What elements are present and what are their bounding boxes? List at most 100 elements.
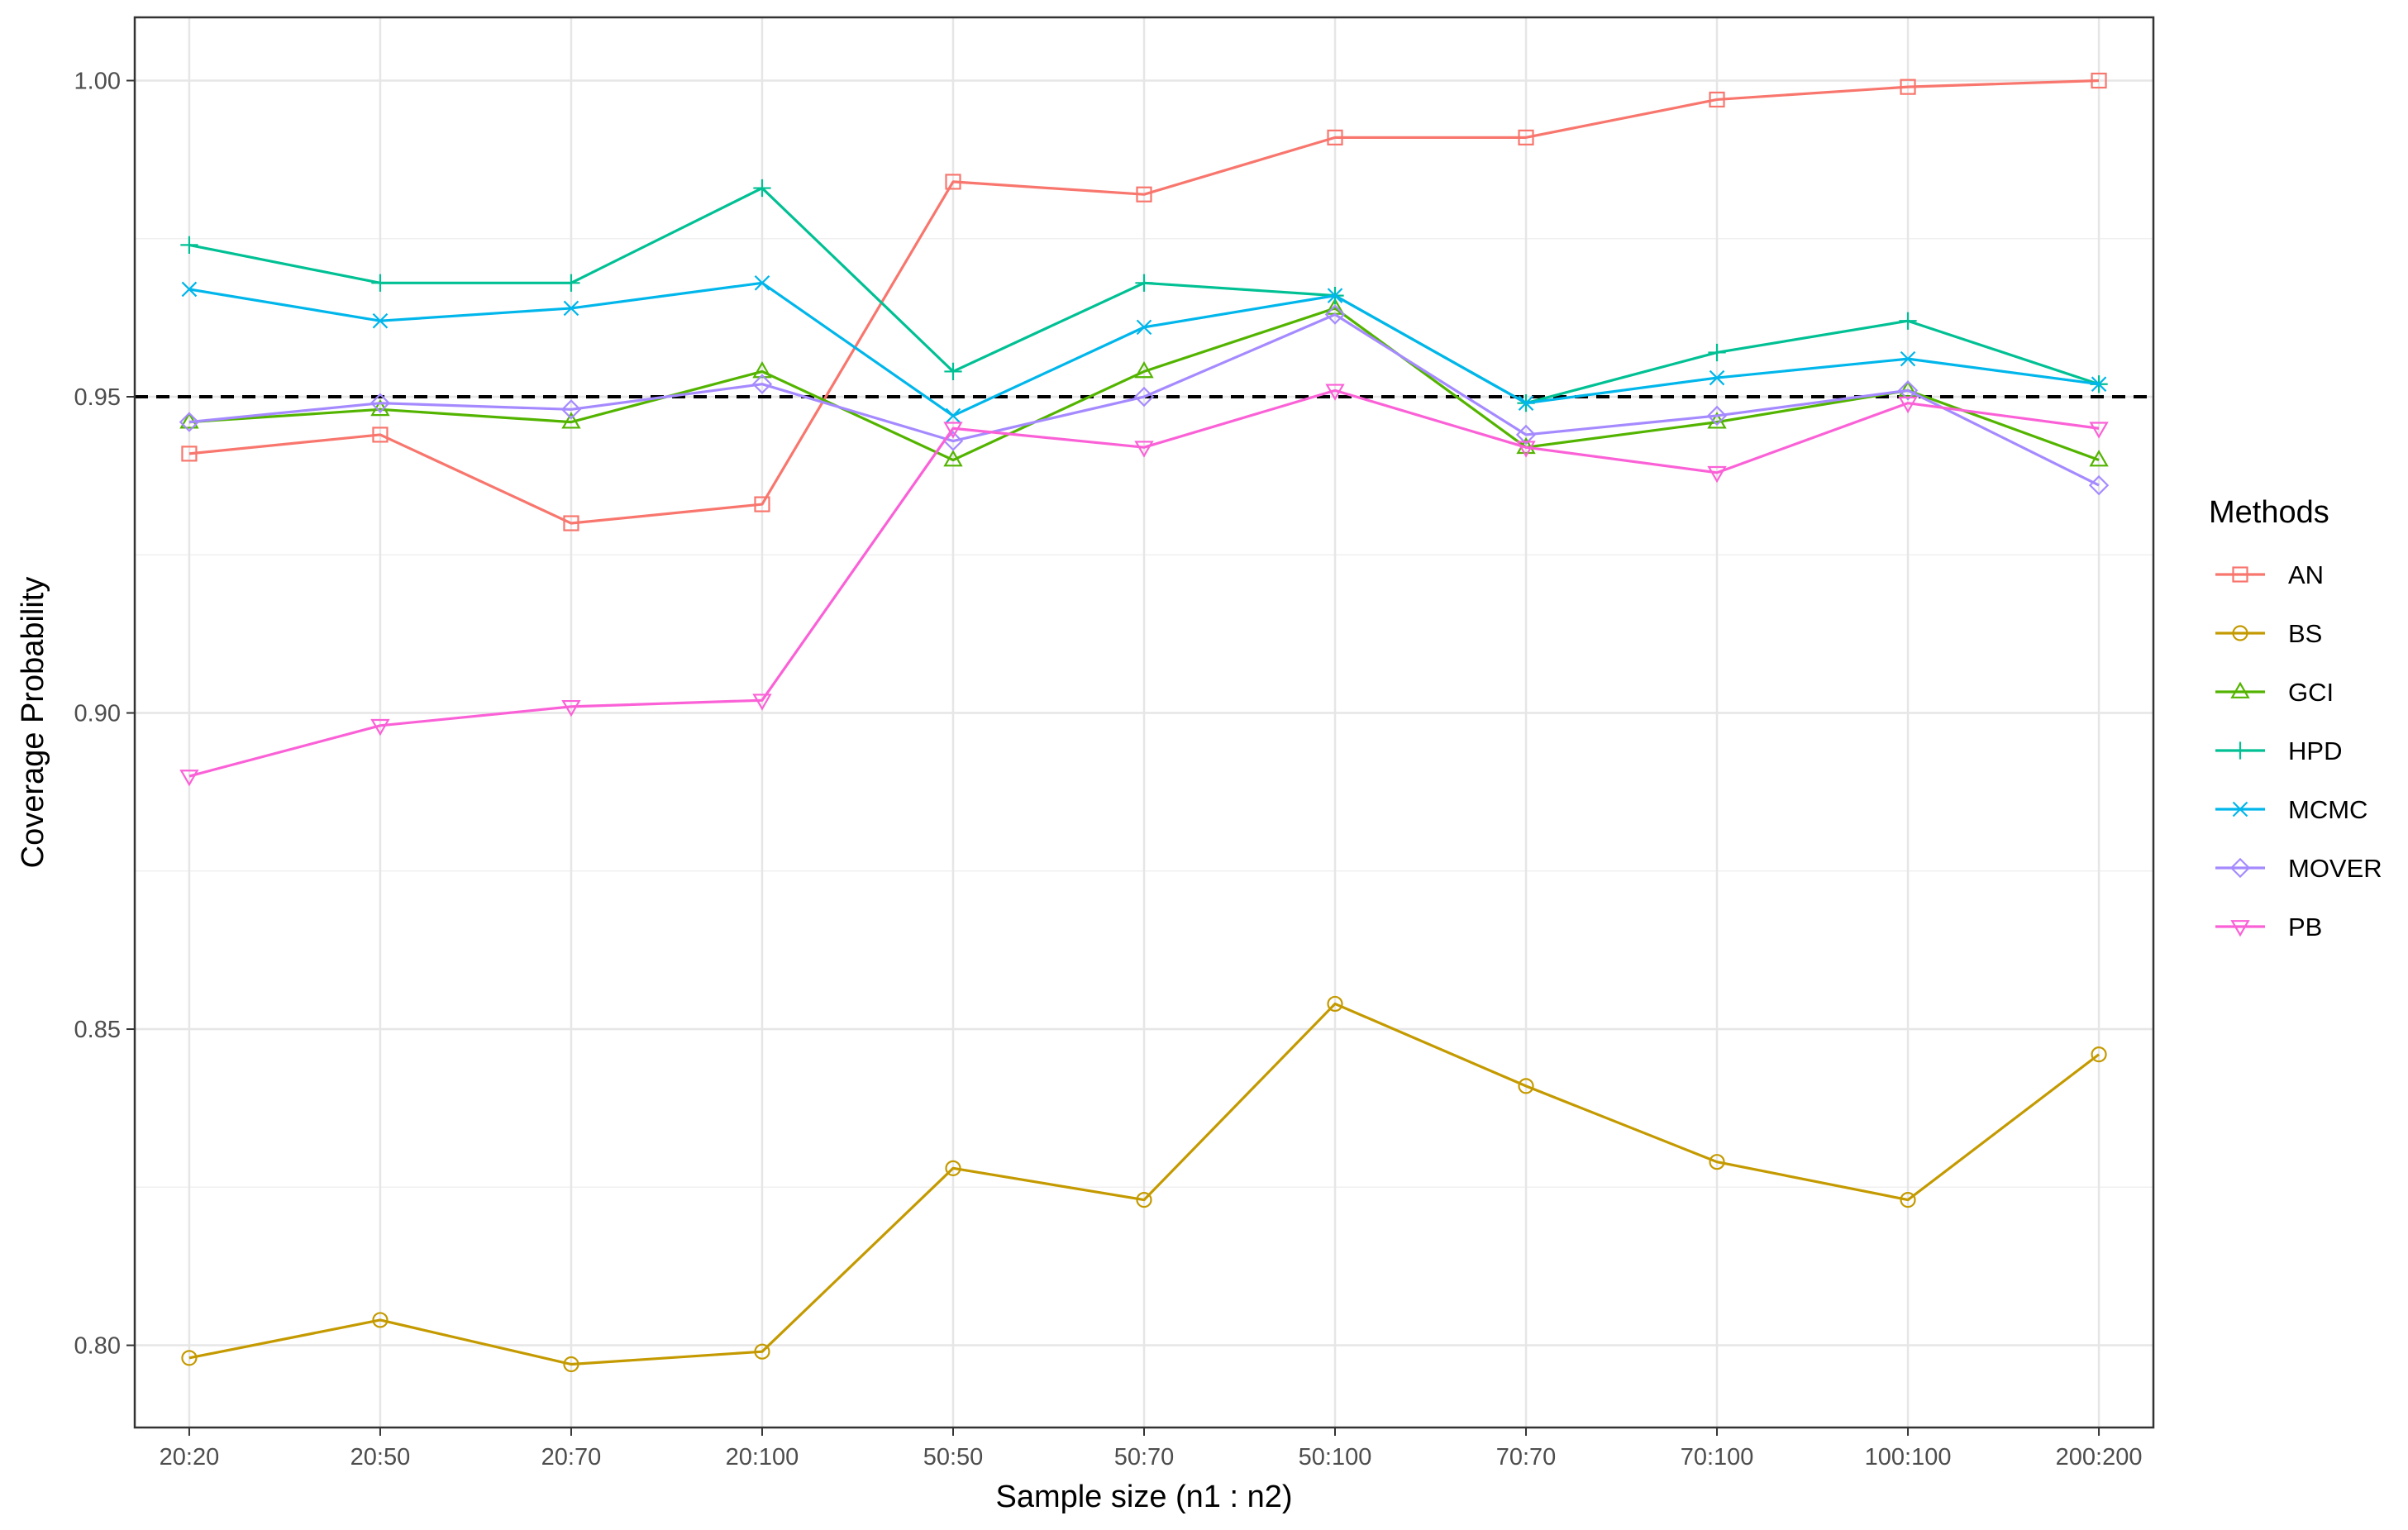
x-tick-label: 20:50 [350,1444,411,1470]
data-point-hpd [753,179,771,198]
data-point-gci [1898,379,1918,398]
data-point-an [1327,129,1343,145]
data-point-mover [1133,386,1155,408]
data-point-an [754,496,770,512]
data-point-mover [1897,380,1919,401]
data-point-bs [2091,1046,2107,1063]
legend-item-hpd: HPD [2215,736,2342,765]
legend-label-mcmc: MCMC [2288,795,2367,824]
series-line-bs [188,1002,2100,1366]
data-point-pb [1325,384,1345,401]
series-mover [179,304,2110,496]
data-point-mover [1706,405,1728,427]
legend-marker-gci [2230,681,2250,698]
x-axis-title: Sample size (n1 : n2) [995,1480,1292,1514]
data-point-hpd [1135,274,1153,292]
data-point-mcmc [945,408,961,424]
data-point-mover [560,399,582,420]
series-group [179,72,2110,1373]
x-tick-label: 100:100 [1865,1444,1952,1470]
legend-marker-mcmc [2232,801,2248,817]
data-point-an [1518,129,1534,145]
series-mcmc [181,275,2107,424]
data-point-gci [561,412,581,429]
y-tick-label: 1.00 [74,69,121,95]
data-point-bs [372,1312,389,1328]
y-tick-label: 0.95 [74,384,121,411]
data-point-gci [943,450,963,467]
data-point-pb [1516,441,1536,458]
data-point-bs [181,1350,198,1366]
x-tick-label: 20:70 [541,1444,602,1470]
legend-item-an: AN [2215,560,2324,589]
data-point-bs [1327,995,1343,1013]
data-point-mcmc [1518,395,1534,411]
data-point-gci [1134,361,1154,379]
legend-item-gci: GCI [2215,678,2334,707]
series-line-an [188,79,2100,525]
data-point-hpd [1708,343,1726,362]
data-point-pb [179,770,199,787]
legend-label-an: AN [2288,560,2324,589]
x-tick-label: 200:200 [2056,1444,2143,1470]
data-point-mcmc [181,281,198,298]
x-tick-label: 50:70 [1114,1444,1175,1470]
series-line-gci [188,307,2100,462]
data-point-mcmc [1709,369,1725,386]
legend-item-mover: MOVER [2215,854,2382,883]
series-an [181,72,2107,531]
data-point-pb [943,422,963,439]
data-point-mcmc [1136,319,1152,336]
data-point-bs [754,1343,770,1360]
x-tick-label: 20:20 [160,1444,220,1470]
data-point-an [563,515,579,531]
data-point-pb [1898,396,1918,414]
legend-item-mcmc: MCMC [2215,795,2367,824]
data-point-pb [2089,422,2109,439]
data-point-mover [179,412,200,432]
legend-title: Methods [2209,495,2329,530]
data-point-pb [752,694,772,711]
data-point-gci [752,361,772,379]
data-point-an [945,174,961,190]
data-point-pb [561,699,581,717]
data-point-mcmc [563,300,579,317]
data-point-pb [370,718,390,736]
data-point-mover [1324,304,1346,325]
data-point-pb [1707,465,1727,484]
y-tick-label: 0.85 [74,1017,121,1043]
axes: 0.80 0.85 0.90 0.95 1.00 20:20 20:50 20:70 20:10… [74,69,2143,1470]
data-point-mover [751,374,773,394]
data-point-gci [2089,450,2109,467]
data-point-bs [1709,1154,1725,1170]
data-point-an [1136,186,1152,203]
y-axis-title: Coverage Probability [16,577,50,869]
legend-item-pb: PB [2215,913,2322,941]
legend-label-mover: MOVER [2288,854,2382,883]
legend-label-hpd: HPD [2288,736,2342,765]
data-point-mcmc [372,312,389,329]
data-point-an [181,446,198,462]
legend: Methods AN BS GCI HPD MCMC MOVER PB [2209,495,2382,941]
legend-label-bs: BS [2288,619,2322,648]
data-point-bs [1136,1191,1152,1208]
x-tick-label: 20:100 [726,1444,799,1470]
data-point-bs [1518,1078,1534,1094]
data-point-mcmc [754,275,770,291]
legend-item-bs: BS [2215,619,2322,648]
y-tick-label: 0.90 [74,701,121,727]
legend-marker-hpd [2231,741,2249,760]
data-point-mover [1515,424,1537,446]
legend-label-pb: PB [2288,913,2322,941]
data-point-an [1709,91,1725,108]
data-point-hpd [180,236,198,255]
data-point-an [2091,72,2107,89]
data-point-mcmc [1327,288,1343,303]
legend-marker-an [2232,566,2248,583]
data-point-mover [370,393,391,413]
data-point-hpd [562,274,580,292]
data-point-mover [2088,474,2110,496]
legend-marker-pb [2230,920,2250,937]
